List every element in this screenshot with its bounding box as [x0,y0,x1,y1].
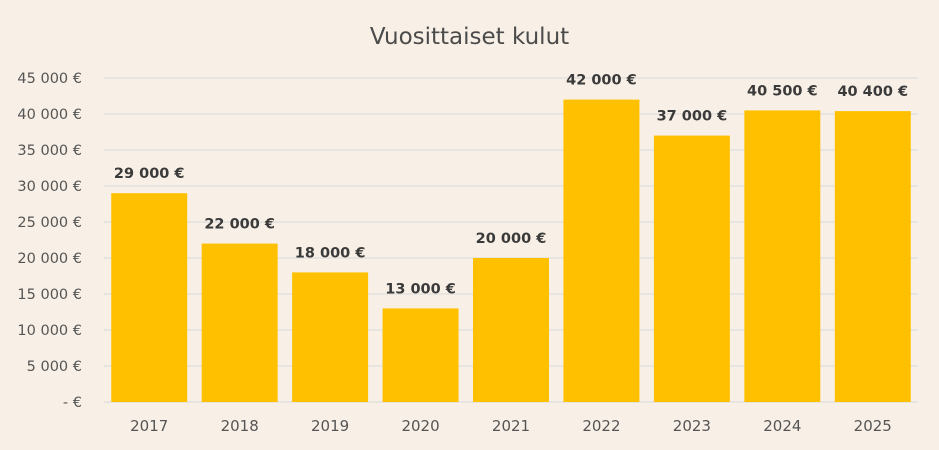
y-tick-label: 45 000 € [17,71,82,87]
data-label-2019: 18 000 € [295,245,366,261]
y-tick-label: 35 000 € [17,143,82,159]
y-tick-label: 25 000 € [17,215,82,231]
x-tick-label-2025: 2025 [854,417,892,435]
data-label-2018: 22 000 € [204,217,275,233]
y-tick-label: 10 000 € [17,323,82,339]
bar-2021 [473,258,549,402]
bar-2023 [653,135,730,402]
x-tick-label-2024: 2024 [763,417,801,435]
data-label-2025: 40 400 € [837,84,908,100]
data-label-2017: 29 000 € [114,166,185,182]
x-tick-label-2022: 2022 [582,417,620,435]
x-tick-label-2017: 2017 [130,417,168,435]
x-axis-tick-labels: 2017 2018 2019 2020 2021 2022 2023 2024 2025 [130,417,892,435]
y-tick-label: 30 000 € [17,179,82,195]
y-tick-label: 40 000 € [17,107,82,123]
bar-2025 [834,111,911,403]
bar-2022 [563,99,640,402]
y-axis-tick-labels: - € 5 000 € 10 000 € 15 000 € 20 000 € 25 000… [17,71,82,411]
bar-2017 [111,193,188,402]
data-label-2021: 20 000 € [476,231,547,247]
bar-2020 [382,308,459,402]
x-tick-label-2021: 2021 [492,417,530,435]
data-label-2024: 40 500 € [747,83,818,99]
y-tick-label: 5 000 € [27,359,82,375]
x-tick-label-2019: 2019 [311,417,349,435]
x-tick-label-2020: 2020 [401,417,439,435]
data-label-2023: 37 000 € [657,109,728,125]
bar-2024 [744,110,821,403]
bars [111,99,911,403]
y-tick-label: 15 000 € [17,287,82,303]
x-tick-label-2018: 2018 [221,417,259,435]
chart-title: Vuosittaiset kulut [370,24,569,50]
data-label-2020: 13 000 € [385,281,456,297]
bar-2019 [292,272,369,402]
data-label-2022: 42 000 € [566,73,637,89]
y-tick-label: - € [63,395,82,411]
y-tick-label: 20 000 € [17,251,82,267]
data-labels: 29 000 € 22 000 € 18 000 € 13 000 € 20 000 €… [114,73,908,298]
x-tick-label-2023: 2023 [673,417,711,435]
bar-2018 [201,243,278,402]
